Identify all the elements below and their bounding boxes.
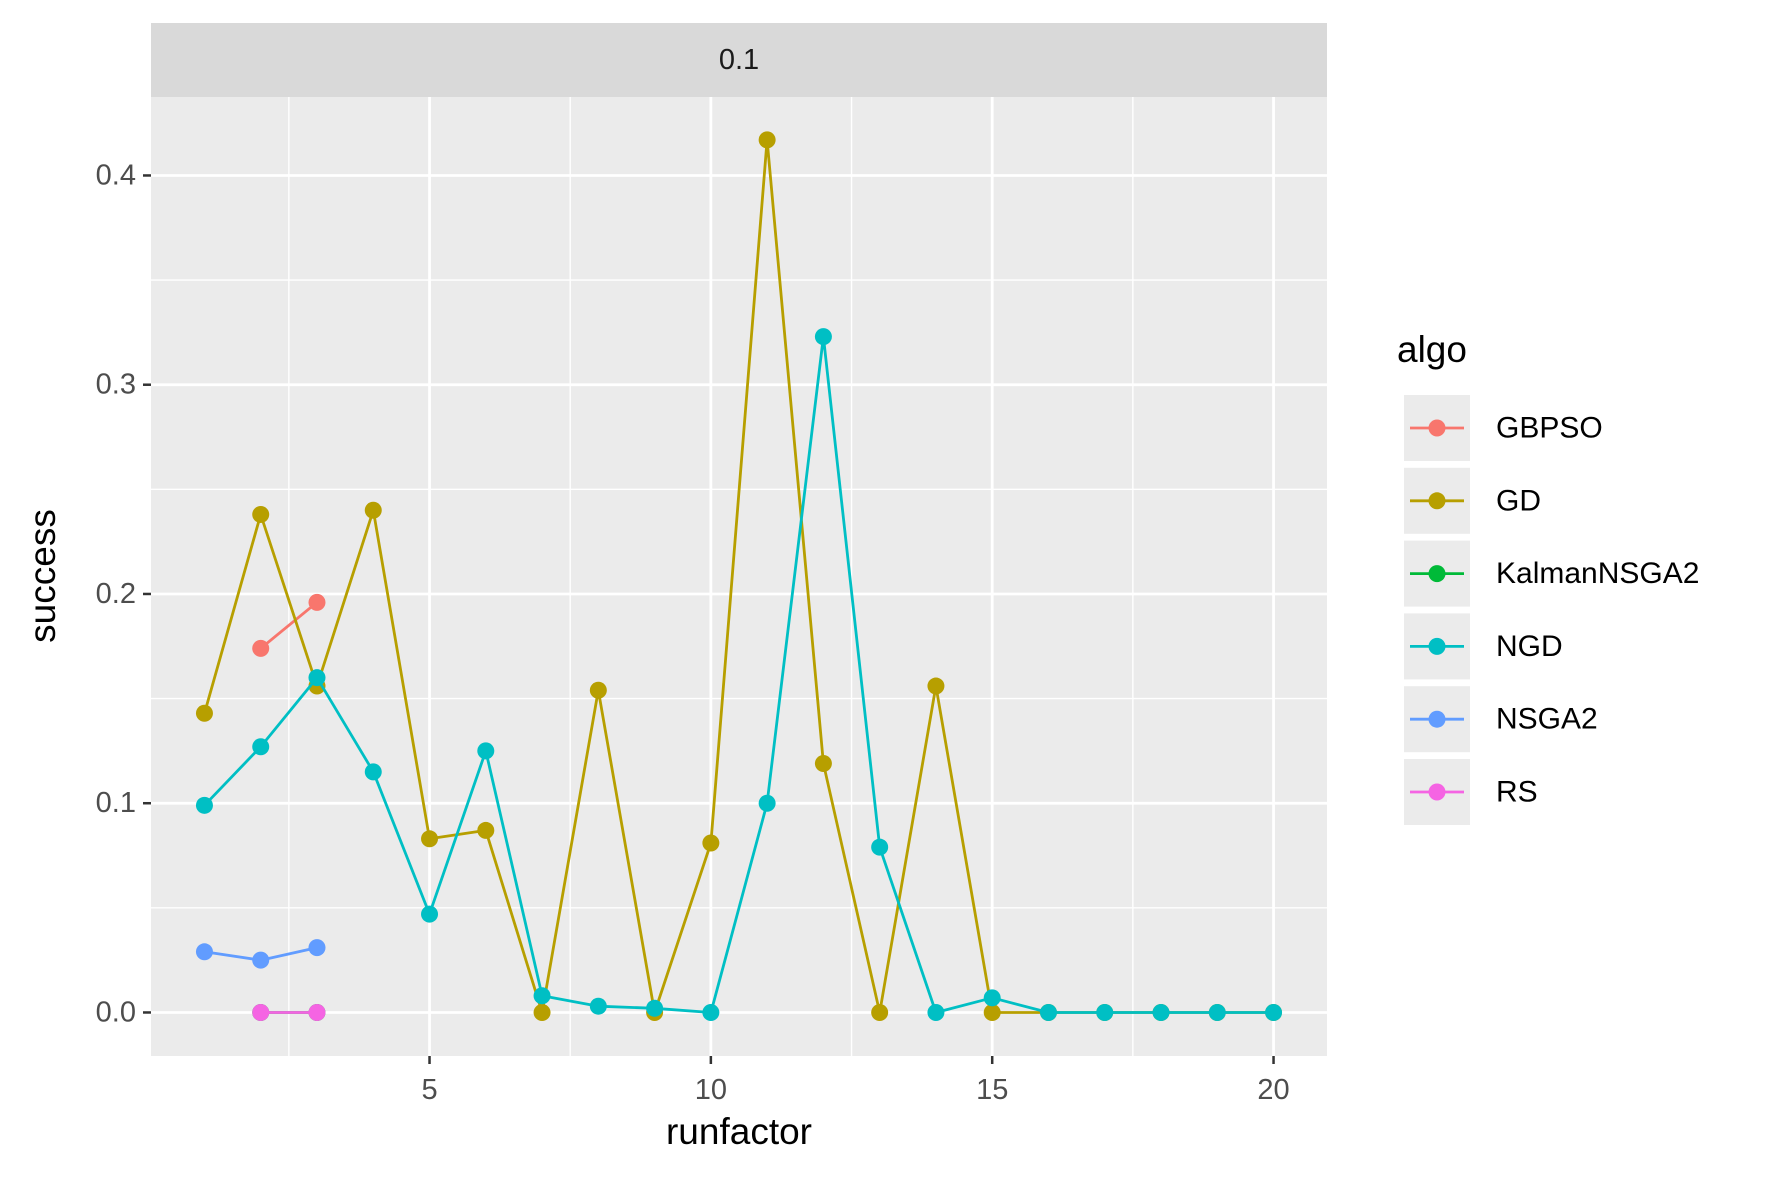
series-rs: [252, 1003, 326, 1021]
series-gbpso: [252, 593, 326, 657]
legend-label-kalmannsga2: KalmanNSGA2: [1496, 557, 1699, 590]
legend-key-point: [1428, 783, 1446, 801]
legend-label-nsga2: NSGA2: [1496, 703, 1598, 736]
data-point-gd: [589, 681, 607, 699]
y-tick-label: 0.4: [96, 159, 136, 191]
data-point-ngd: [1208, 1003, 1226, 1021]
y-tick-label: 0.1: [96, 787, 136, 819]
data-point-gd: [871, 1003, 889, 1021]
x-tick-label: 20: [1257, 1074, 1289, 1106]
data-point-gd: [195, 704, 213, 722]
data-point-gd: [758, 131, 776, 149]
series-line-ngd: [203, 335, 1274, 1014]
legend-item-gbpso: GBPSO: [1404, 395, 1603, 461]
data-point-gd: [421, 830, 439, 848]
facet-strip-label: 0.1: [719, 44, 759, 76]
data-point-ngd: [364, 763, 382, 781]
series-line-gbpso: [259, 601, 318, 650]
data-point-ngd: [871, 838, 889, 856]
data-point-gd: [702, 834, 720, 852]
data-point-nsga2: [308, 939, 326, 957]
data-point-gbpso: [308, 593, 326, 611]
legend-item-kalmannsga2: KalmanNSGA2: [1404, 540, 1699, 607]
data-point-rs: [308, 1003, 326, 1021]
legend-item-rs: RS: [1404, 759, 1538, 825]
data-point-ngd: [195, 796, 213, 814]
data-point-ngd: [308, 669, 326, 687]
data-point-ngd: [1265, 1003, 1283, 1021]
data-point-ngd: [252, 738, 270, 756]
legend-item-gd: GD: [1404, 467, 1541, 534]
x-axis: 5 10 15 20: [421, 1056, 1290, 1106]
series-nsga2: [195, 939, 326, 969]
legend-label-rs: RS: [1496, 776, 1538, 809]
data-point-gd: [983, 1003, 1001, 1021]
y-tick-label: 0.0: [96, 996, 136, 1028]
legend-item-ngd: NGD: [1404, 613, 1563, 680]
data-point-ngd: [421, 905, 439, 923]
data-point-ngd: [1096, 1003, 1114, 1021]
data-point-gd: [927, 677, 945, 695]
data-point-gd: [252, 505, 270, 523]
data-point-ngd: [533, 987, 551, 1005]
facet-strip: [151, 23, 1327, 97]
data-point-ngd: [758, 794, 776, 812]
plot-panel: [151, 97, 1327, 1056]
data-point-rs: [252, 1003, 270, 1021]
data-point-ngd: [1152, 1003, 1170, 1021]
legend-item-nsga2: NSGA2: [1404, 686, 1598, 753]
legend-label-gbpso: GBPSO: [1496, 412, 1603, 445]
legend-key-point: [1428, 710, 1446, 728]
y-tick-label: 0.3: [96, 369, 136, 401]
data-point-ngd: [589, 997, 607, 1015]
series-ngd: [195, 328, 1283, 1021]
y-axis-title: success: [22, 509, 63, 643]
legend-label-ngd: NGD: [1496, 630, 1563, 663]
data-point-ngd: [814, 328, 832, 346]
data-point-ngd: [983, 989, 1001, 1007]
data-point-ngd: [927, 1003, 945, 1021]
legend-key-point: [1428, 637, 1446, 655]
legend-label-gd: GD: [1496, 484, 1541, 517]
data-point-ngd: [702, 1003, 720, 1021]
data-point-nsga2: [252, 951, 270, 969]
x-tick-label: 5: [421, 1074, 437, 1106]
legend-key-point: [1428, 492, 1446, 510]
series-layer: [195, 131, 1283, 1021]
legend-key-point: [1428, 419, 1446, 437]
y-tick-label: 0.2: [96, 578, 136, 610]
data-point-ngd: [477, 742, 495, 760]
x-axis-title: runfactor: [666, 1111, 812, 1152]
legend-title: algo: [1397, 329, 1467, 370]
data-point-gd: [814, 754, 832, 772]
data-point-nsga2: [195, 943, 213, 961]
legend: algo GBPSO GD KalmanNSGA2 NGD NSGA2 RS: [1397, 329, 1699, 825]
data-point-gd: [364, 501, 382, 519]
legend-key-point: [1428, 565, 1446, 583]
data-point-ngd: [646, 999, 664, 1017]
x-tick-label: 15: [976, 1074, 1008, 1106]
y-axis: 0.0 0.1 0.2 0.3 0.4: [96, 159, 151, 1028]
data-point-gd: [477, 821, 495, 839]
legend-items: GBPSO GD KalmanNSGA2 NGD NSGA2 RS: [1404, 395, 1699, 825]
x-tick-label: 10: [695, 1074, 727, 1106]
data-point-ngd: [1039, 1003, 1057, 1021]
data-point-gd: [533, 1003, 551, 1021]
data-point-gbpso: [252, 639, 270, 657]
